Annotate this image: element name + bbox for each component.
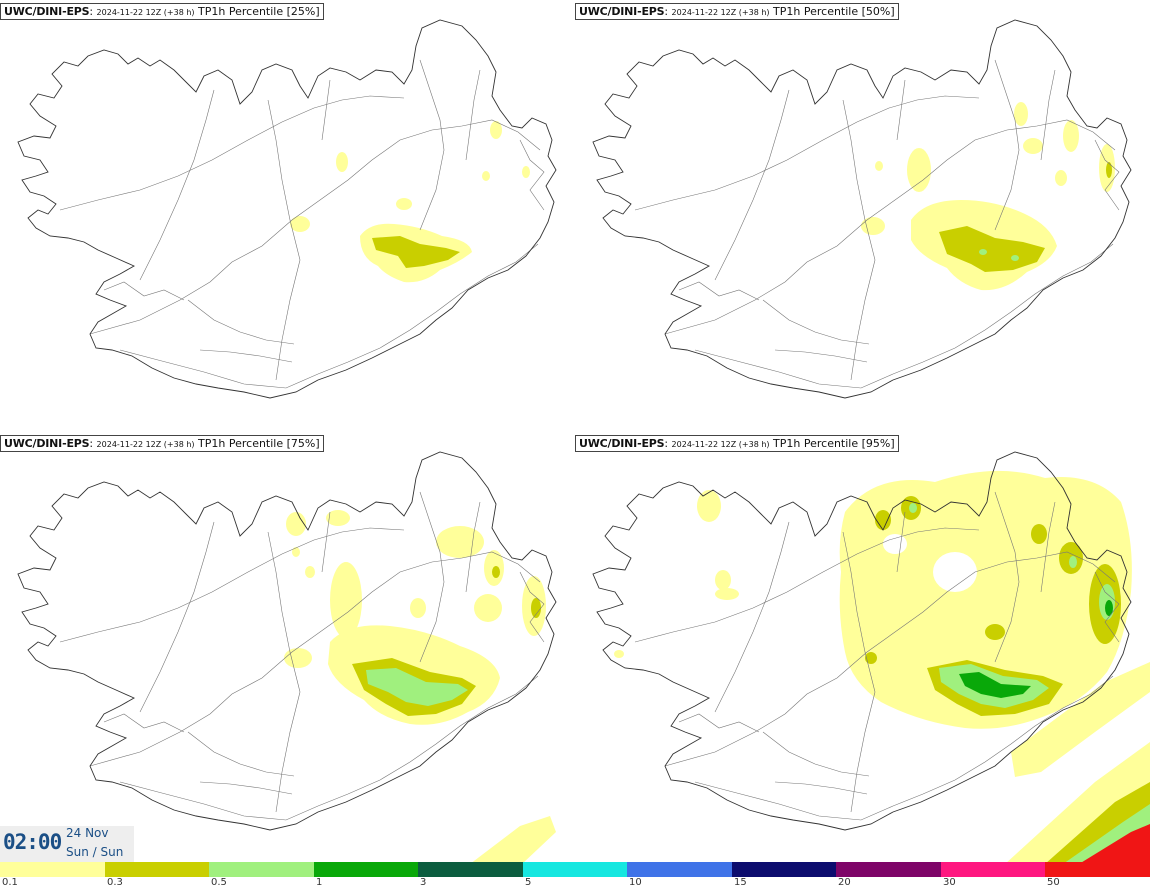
model-name: UWC/DINI-EPS — [4, 5, 90, 18]
scale-label: 0.3 — [107, 877, 123, 888]
scale-label: 15 — [734, 877, 747, 888]
color-swatch-9 — [940, 862, 1046, 877]
scale-label: 5 — [525, 877, 532, 888]
precip-p50 — [861, 102, 1115, 291]
precip-p25 — [290, 121, 530, 283]
model-name: UWC/DINI-EPS — [579, 5, 665, 18]
field-name: TP1h Percentile [95%] — [773, 437, 895, 450]
map-canvas — [592, 451, 1150, 864]
scale-label: 30 — [943, 877, 956, 888]
color-swatch-10 — [1045, 862, 1150, 877]
model-name: UWC/DINI-EPS — [579, 437, 665, 450]
scale-label: 10 — [629, 877, 642, 888]
valid-date: 24 Nov — [66, 826, 109, 840]
color-scale-bar — [0, 862, 1150, 877]
color-swatch-2 — [209, 862, 314, 877]
map-panel-p25: UWC/DINI-EPS: 2024-11-22 12Z (+38 h) TP1… — [0, 0, 575, 432]
scale-label: 3 — [420, 877, 427, 888]
scale-label: 50 — [1047, 877, 1060, 888]
color-swatch-4 — [418, 862, 523, 877]
scale-label: 20 — [838, 877, 851, 888]
scale-label: 0.5 — [211, 877, 227, 888]
valid-time: 02:00 — [3, 830, 62, 854]
map-canvas — [592, 19, 1132, 399]
run-time: 2024-11-22 12Z (+38 h) — [96, 8, 195, 17]
map-panel-p95: UWC/DINI-EPS: 2024-11-22 12Z (+38 h) TP1… — [575, 432, 1150, 864]
map-canvas — [17, 19, 557, 399]
color-swatch-5 — [522, 862, 628, 877]
field-name: TP1h Percentile [75%] — [198, 437, 320, 450]
color-swatch-8 — [836, 862, 941, 877]
map-panel-p75: UWC/DINI-EPS: 2024-11-22 12Z (+38 h) TP1… — [0, 432, 575, 864]
valid-weekday: Sun / Sun — [66, 845, 124, 859]
valid-time-box: 02:00 24 Nov Sun / Sun — [0, 826, 134, 862]
scale-label: 0.1 — [2, 877, 18, 888]
field-name: TP1h Percentile [50%] — [773, 5, 895, 18]
scale-label: 1 — [316, 877, 323, 888]
precip-p95 — [614, 470, 1150, 864]
panel-title: UWC/DINI-EPS: 2024-11-22 12Z (+38 h) TP1… — [575, 3, 899, 20]
panel-title: UWC/DINI-EPS: 2024-11-22 12Z (+38 h) TP1… — [575, 435, 899, 452]
precip-p75 — [284, 510, 556, 864]
color-swatch-0 — [0, 862, 105, 877]
color-swatch-3 — [313, 862, 419, 877]
color-swatch-1 — [104, 862, 210, 877]
panel-title: UWC/DINI-EPS: 2024-11-22 12Z (+38 h) TP1… — [0, 435, 324, 452]
run-time: 2024-11-22 12Z (+38 h) — [671, 8, 770, 17]
run-time: 2024-11-22 12Z (+38 h) — [96, 440, 195, 449]
panel-title: UWC/DINI-EPS: 2024-11-22 12Z (+38 h) TP1… — [0, 3, 324, 20]
model-name: UWC/DINI-EPS — [4, 437, 90, 450]
color-swatch-7 — [731, 862, 837, 877]
color-scale-labels: 0.1 0.3 0.5 1 3 5 10 15 20 30 50 — [0, 877, 1150, 891]
map-panel-p50: UWC/DINI-EPS: 2024-11-22 12Z (+38 h) TP1… — [575, 0, 1150, 432]
run-time: 2024-11-22 12Z (+38 h) — [671, 440, 770, 449]
map-canvas — [17, 451, 557, 864]
color-swatch-6 — [627, 862, 732, 877]
field-name: TP1h Percentile [25%] — [198, 5, 320, 18]
